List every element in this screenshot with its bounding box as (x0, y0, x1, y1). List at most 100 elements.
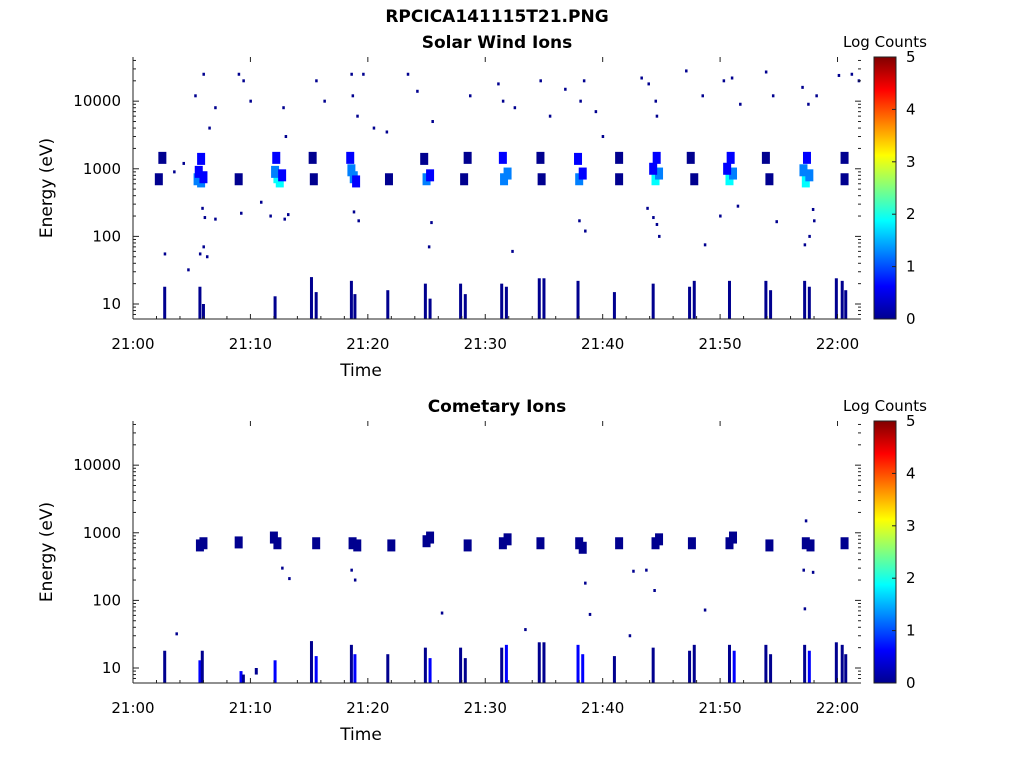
data-column (241, 674, 245, 683)
data-column (428, 658, 432, 683)
data-dot (356, 114, 359, 118)
data-cell (578, 541, 587, 554)
data-cell (729, 531, 738, 544)
data-cell (194, 165, 203, 178)
data-dot (632, 569, 635, 573)
y-tick-label: 1000 (83, 160, 121, 178)
data-cell (801, 537, 810, 550)
x-tick-label: 21:50 (698, 699, 741, 717)
data-column (807, 650, 811, 683)
data-column (198, 660, 202, 683)
colorbar-tick-label: 5 (906, 48, 916, 66)
data-dot (406, 72, 410, 76)
data-column (803, 644, 807, 683)
data-dot (201, 206, 204, 210)
data-dot (579, 99, 582, 103)
x-tick-label: 21:20 (346, 335, 389, 353)
data-cell (498, 537, 507, 550)
data-cell (234, 536, 243, 549)
data-cell (761, 151, 770, 164)
data-column (840, 644, 844, 683)
colorbar-tick-label: 5 (906, 412, 916, 430)
data-dot (205, 255, 209, 259)
y-tick-label: 100 (92, 227, 121, 245)
data-dot (187, 268, 190, 272)
y-tick-label: 100 (92, 591, 121, 609)
y-tick-label: 10000 (73, 456, 121, 474)
data-dot (813, 219, 816, 223)
data-column (309, 641, 313, 683)
data-dot (564, 87, 567, 91)
figure-title: RPCICA141115T21.PNG (385, 7, 608, 27)
data-cell (536, 537, 545, 550)
data-column (163, 286, 167, 319)
colorbar-tick-label: 1 (906, 622, 916, 640)
y-tick-label: 1000 (83, 524, 121, 542)
data-dot (350, 72, 353, 76)
data-cell (801, 175, 810, 188)
data-cell (158, 151, 167, 164)
data-column (463, 294, 467, 319)
data-column (504, 286, 508, 319)
colorbar-tick-label: 0 (906, 310, 916, 328)
data-cell (420, 152, 429, 165)
data-column (500, 647, 504, 683)
data-dot (513, 106, 517, 110)
data-column (537, 642, 541, 683)
data-column (844, 290, 848, 319)
data-cell (348, 537, 357, 550)
data-column (309, 277, 313, 319)
data-column (273, 660, 277, 683)
data-dot (283, 217, 286, 221)
data-cell (154, 173, 163, 186)
data-cell (799, 164, 808, 177)
data-dot (286, 213, 290, 217)
data-column (500, 283, 504, 319)
data-cell (726, 151, 735, 164)
colorbar-tick-label: 3 (906, 517, 916, 535)
data-dot (685, 69, 688, 73)
x-tick-label: 21:10 (229, 699, 272, 717)
data-column (692, 280, 696, 319)
data-dot (468, 94, 472, 98)
data-column (769, 290, 773, 319)
data-dot (647, 82, 650, 86)
colorbar-tick-label: 1 (906, 258, 916, 276)
colorbar-tick-label: 4 (906, 100, 916, 118)
data-cell (271, 165, 280, 178)
data-cell (272, 151, 281, 164)
data-dot (645, 568, 648, 572)
data-cell (384, 173, 393, 186)
data-cell (197, 152, 206, 165)
data-dot (652, 216, 655, 220)
data-cell (615, 173, 624, 186)
data-dot (182, 161, 185, 165)
data-dot (362, 72, 365, 76)
data-dot (440, 611, 444, 615)
data-column (651, 647, 655, 683)
data-cell (308, 151, 317, 164)
data-dot (237, 72, 241, 76)
panel-title: Cometary Ions (428, 397, 567, 417)
data-column (314, 656, 318, 683)
data-dot (801, 85, 804, 89)
data-column (612, 656, 616, 683)
data-dot (658, 234, 661, 238)
data-dot (578, 219, 581, 223)
data-dot (654, 99, 658, 103)
data-dot (269, 214, 272, 218)
solar-wind-panel: Solar Wind Ions 21:00 21:10 21:20 21:30 21:40… (37, 33, 927, 381)
colorbar (873, 420, 897, 684)
data-dot (628, 634, 632, 638)
data-column (273, 296, 277, 319)
data-dot (655, 114, 659, 118)
data-cell (460, 173, 469, 186)
data-column (423, 283, 427, 319)
data-column (314, 292, 318, 319)
data-dot (539, 79, 542, 83)
data-dot (501, 99, 505, 103)
data-cell (652, 151, 661, 164)
data-dot (653, 589, 656, 593)
data-dot (214, 217, 217, 221)
